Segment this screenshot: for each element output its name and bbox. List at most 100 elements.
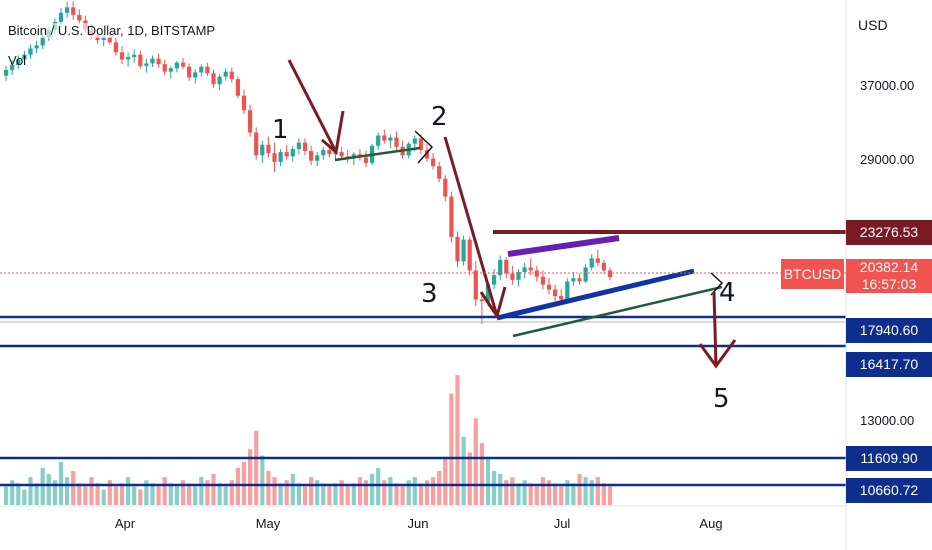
volume-bar [461, 436, 466, 505]
candle-body [235, 79, 240, 96]
candle-body [321, 149, 326, 156]
candle-body [290, 148, 295, 157]
candle-body [553, 289, 558, 297]
candle-body [382, 135, 387, 141]
candle-body [107, 37, 112, 43]
resistance-level-badge: 23276.53 [846, 220, 932, 245]
candle-body [241, 95, 247, 111]
volume-bar [284, 480, 289, 505]
volume-bar [321, 483, 326, 505]
candle-body [559, 296, 564, 300]
candle-body [485, 284, 491, 302]
volume-bar [107, 480, 112, 505]
candle-body [309, 151, 314, 161]
candle-body [113, 42, 118, 53]
volume-bar [406, 480, 411, 505]
volume-bar [254, 430, 259, 505]
volume-bar [205, 480, 210, 505]
volume-bar [351, 483, 356, 505]
candle-body [193, 72, 198, 78]
volume-bar [376, 467, 381, 505]
candle-body [217, 76, 222, 85]
volume-bar [65, 477, 70, 505]
volume-bar [95, 483, 100, 505]
arrow-2-head [414, 130, 434, 164]
volume-bar [83, 486, 88, 505]
candle-body [498, 259, 503, 276]
candle-body [607, 270, 613, 277]
candle-body [595, 258, 600, 263]
chart-title: Bitcoin / U.S. Dollar, 1D, BITSTAMP [8, 23, 216, 38]
candle-body [260, 144, 265, 156]
candle-body [10, 65, 15, 70]
volume-bar [266, 470, 271, 505]
volume-bar [46, 474, 51, 505]
green-trendline-upper [334, 146, 421, 162]
volume-bar [595, 477, 600, 505]
volume-bar [199, 477, 204, 505]
candle-body [211, 73, 216, 85]
candle-body [510, 273, 515, 280]
volume-bar [492, 470, 497, 505]
volume-bar [394, 483, 399, 505]
volume-bar [589, 480, 594, 505]
candle-body [376, 135, 381, 146]
candle-body [229, 71, 234, 80]
volume-bar [290, 474, 295, 505]
volume-bar [522, 480, 527, 505]
date-tick: Jun [407, 516, 429, 531]
candle-body [534, 270, 539, 277]
candle-body [424, 149, 430, 159]
volume-bar [467, 452, 472, 505]
candle-body [278, 152, 283, 162]
candle-body [412, 138, 417, 144]
candle-body [174, 62, 179, 69]
green-trendline [512, 285, 723, 338]
candle-body [571, 278, 576, 282]
volume-bar [138, 489, 143, 505]
candle-body [504, 259, 509, 274]
arrow-3 [443, 136, 499, 317]
volume-bar [510, 477, 515, 505]
volume-bar [10, 480, 15, 505]
volume-label: Vol [8, 53, 27, 68]
volume-level-badge: 11609.90 [846, 446, 932, 471]
volume-bar [565, 480, 570, 505]
candle-body [443, 178, 448, 197]
candle-body [144, 63, 149, 66]
candle-body [339, 152, 344, 157]
volume-bar [315, 480, 320, 505]
volume-bar [223, 486, 228, 505]
volume-bar [571, 483, 576, 505]
candle-body [223, 71, 228, 77]
volume-bar [150, 483, 155, 505]
volume-bar [418, 483, 423, 505]
countdown-badge: 16:57:03 [846, 276, 932, 293]
volume-bar [559, 486, 564, 505]
volume-bar [431, 477, 436, 505]
candle-body [388, 137, 393, 141]
candle-body [455, 236, 460, 262]
volume-bars [4, 375, 613, 505]
volume-bar [229, 480, 234, 505]
volume-bar [473, 418, 478, 505]
volume-bar [485, 458, 491, 505]
volume-bar [241, 461, 247, 505]
candle-body [315, 155, 320, 161]
volume-bar [357, 477, 362, 505]
candle-body [302, 142, 308, 152]
volume-bar [52, 480, 57, 505]
support-level-badge: 17940.60 [846, 318, 932, 343]
wave-label-1: 1 [272, 115, 289, 145]
arrow-1 [287, 59, 338, 153]
volume-bar [180, 480, 186, 505]
volume-bar [89, 477, 94, 505]
volume-bar [382, 480, 387, 505]
candle-body [187, 66, 192, 78]
volume-bar [309, 477, 314, 505]
candle-body [77, 14, 82, 21]
volume-level-badge: 10660.72 [846, 478, 932, 503]
candle-body [180, 62, 186, 67]
volume-bar [144, 480, 149, 505]
